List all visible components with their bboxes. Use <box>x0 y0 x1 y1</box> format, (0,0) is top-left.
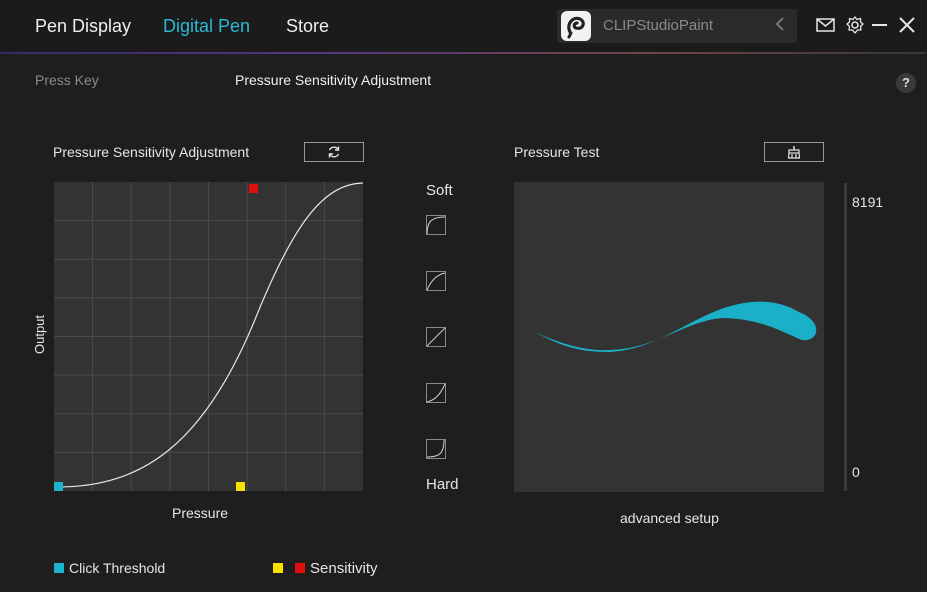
top-divider <box>0 52 927 54</box>
soft-label: Soft <box>426 182 453 199</box>
preset-hardest-icon[interactable] <box>426 439 446 459</box>
minimize-icon[interactable] <box>869 14 891 36</box>
x-axis-label: Pressure <box>172 505 229 521</box>
broom-icon <box>787 146 801 159</box>
sensitivity-handle-yellow[interactable] <box>236 482 245 491</box>
app-selector[interactable]: CLIPStudioPaint <box>557 9 797 43</box>
click-threshold-handle[interactable] <box>54 482 63 491</box>
tab-pressure-sensitivity[interactable]: Pressure Sensitivity Adjustment <box>235 72 432 88</box>
tab-press-key[interactable]: Press Key <box>35 72 99 88</box>
pressure-test-canvas[interactable] <box>514 182 824 492</box>
reset-curve-button[interactable] <box>304 142 364 162</box>
pressure-level-bar <box>844 183 847 491</box>
pressure-curve-line <box>57 182 364 488</box>
sensitivity-swatch-yellow <box>273 563 283 573</box>
y-axis-label: Output <box>32 314 48 355</box>
chevron-left-icon[interactable] <box>775 16 785 37</box>
pressure-max-value: 8191 <box>852 194 884 210</box>
pressure-test-stroke <box>534 301 817 352</box>
pressure-test-title: Pressure Test <box>514 144 600 160</box>
preset-linear-icon[interactable] <box>426 327 446 347</box>
nav-digital-pen[interactable]: Digital Pen <box>163 16 251 36</box>
curve-panel-title: Pressure Sensitivity Adjustment <box>53 144 250 160</box>
click-threshold-swatch <box>54 563 64 573</box>
nav-pen-display[interactable]: Pen Display <box>35 16 132 36</box>
help-icon[interactable]: ? <box>896 73 916 93</box>
sensitivity-legend: Sensitivity <box>310 560 378 577</box>
clear-test-button[interactable] <box>764 142 824 162</box>
sensitivity-handle-red[interactable] <box>249 184 258 193</box>
sensitivity-swatch-red <box>295 563 305 573</box>
preset-hard-icon[interactable] <box>426 383 446 403</box>
pressure-curve-graph[interactable] <box>54 182 364 491</box>
close-icon[interactable] <box>896 14 918 36</box>
pressure-min-value: 0 <box>852 464 860 480</box>
hard-label: Hard <box>426 476 459 493</box>
preset-soft-icon[interactable] <box>426 271 446 291</box>
curve-grid <box>54 182 363 491</box>
clip-studio-logo-icon <box>561 11 591 41</box>
mail-icon[interactable] <box>815 14 837 36</box>
click-threshold-legend: Click Threshold <box>69 560 166 576</box>
advanced-setup-link[interactable]: advanced setup <box>620 510 719 526</box>
app-selector-label: CLIPStudioPaint <box>603 17 714 34</box>
refresh-icon <box>328 146 340 158</box>
gear-icon[interactable] <box>845 14 867 36</box>
nav-store[interactable]: Store <box>286 16 330 36</box>
preset-softest-icon[interactable] <box>426 215 446 235</box>
